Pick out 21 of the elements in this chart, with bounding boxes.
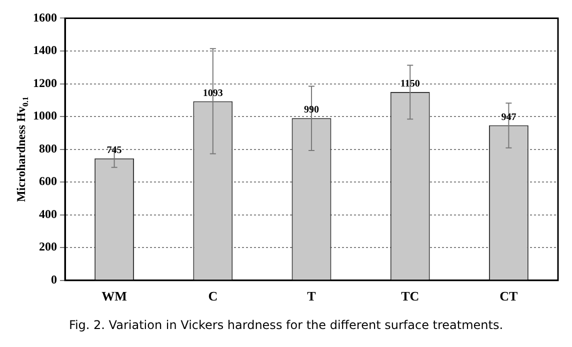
- data-label: 1093: [202, 88, 223, 99]
- x-tick-label: WM: [102, 288, 127, 304]
- y-tick-label: 200: [39, 240, 57, 254]
- y-tick-label: 400: [39, 206, 57, 221]
- y-tick-label: 800: [39, 141, 57, 156]
- x-tick-label: TC: [401, 288, 420, 304]
- x-tick-label: T: [307, 288, 316, 304]
- y-axis-title: Microhardness Hv0.1: [14, 96, 30, 202]
- y-tick-label: 600: [39, 174, 57, 188]
- data-label: 1150: [400, 78, 420, 90]
- y-tick-label: 1600: [33, 10, 57, 24]
- data-label: 745: [106, 144, 122, 156]
- data-label: 947: [501, 112, 516, 123]
- y-tick-label: 1200: [33, 76, 57, 90]
- y-tick-label: 1400: [33, 43, 57, 58]
- x-tick-label: C: [208, 288, 218, 304]
- data-label: 990: [304, 104, 319, 116]
- caption: Fig. 2. Variation in Vickers hardness for the different surface treatments.: [68, 318, 504, 332]
- y-tick-label: 1000: [33, 108, 57, 123]
- y-tick-label: 0: [51, 272, 57, 286]
- x-tick-label: CT: [500, 288, 518, 304]
